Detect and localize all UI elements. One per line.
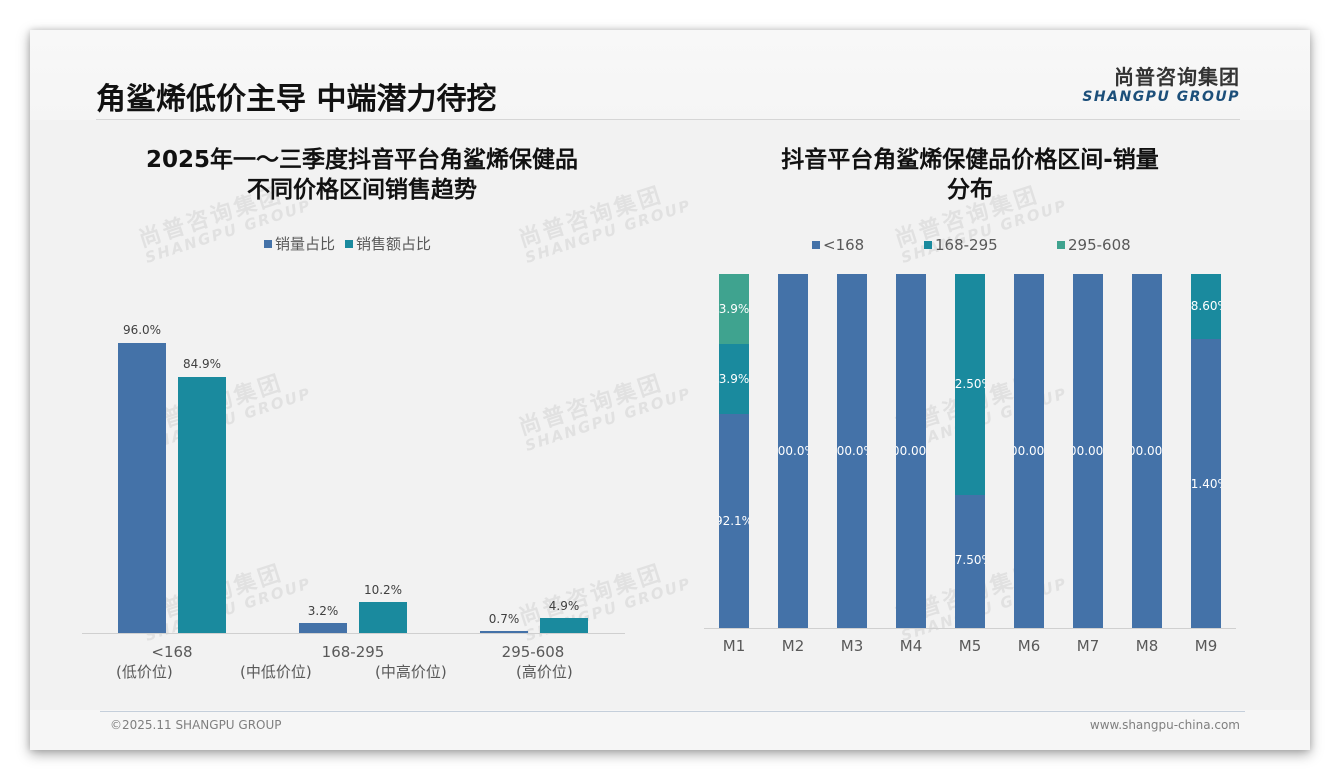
x-axis-line bbox=[82, 633, 625, 634]
footer bbox=[30, 710, 1310, 750]
slide: 尚普咨询集团 SHANGPU GROUP 尚普咨询集团 SHANGPU GROUP … bbox=[30, 30, 1310, 750]
category-sub-label: (高价位) bbox=[516, 663, 573, 681]
segment-lt168: 81.40% bbox=[1191, 339, 1221, 628]
bar-sales-295-608 bbox=[540, 618, 588, 633]
page-title: 角鲨烯低价主导 中端潜力待挖 bbox=[96, 82, 497, 117]
bar-value-label: 0.7% bbox=[488, 612, 520, 626]
legend-item-sales-share: 销售额占比 bbox=[345, 233, 431, 254]
stacked-bar-m9: 18.60% 81.40% bbox=[1191, 274, 1221, 628]
stacked-bar-m1: 3.9% 3.9% 92.1% bbox=[719, 274, 749, 628]
month-label: M2 bbox=[781, 637, 805, 655]
month-label: M5 bbox=[958, 637, 982, 655]
bar-value-label: 84.9% bbox=[182, 357, 222, 371]
bar-sales-168-295 bbox=[359, 602, 407, 633]
category-label: 168-295 bbox=[321, 643, 385, 661]
company-logo: 尚普咨询集团 SHANGPU GROUP bbox=[1070, 61, 1240, 105]
legend-swatch-icon bbox=[924, 241, 932, 249]
legend-swatch-icon bbox=[1057, 241, 1065, 249]
stacked-bar-m8: 100.00% bbox=[1132, 274, 1162, 628]
segment-168-295: 3.9% bbox=[719, 344, 749, 414]
footer-copyright: ©2025.11 SHANGPU GROUP bbox=[110, 718, 282, 732]
right-chart-title: 抖音平台角鲨烯保健品价格区间-销量 分布 bbox=[781, 147, 1159, 203]
segment-168-295: 18.60% bbox=[1191, 274, 1221, 339]
segment-lt168: 100.00% bbox=[1073, 274, 1103, 628]
segment-lt168: 37.50% bbox=[955, 495, 985, 628]
footer-divider bbox=[100, 711, 1245, 712]
left-chart-legend: 销量占比 销售额占比 bbox=[264, 233, 431, 254]
category-label: <168 bbox=[151, 643, 193, 661]
legend-item-295-608: 295-608 bbox=[1057, 236, 1131, 254]
logo-cn-text: 尚普咨询集团 bbox=[1114, 65, 1240, 89]
logo-en-text: SHANGPU GROUP bbox=[1082, 89, 1240, 105]
category-sub-label: (低价位) bbox=[116, 663, 173, 681]
bar-value-label: 10.2% bbox=[363, 583, 403, 597]
right-chart-legend: <168 168-295 295-608 bbox=[812, 236, 1131, 254]
legend-swatch-icon bbox=[812, 241, 820, 249]
month-label: M3 bbox=[840, 637, 864, 655]
bar-sales-lt168 bbox=[178, 377, 226, 633]
stacked-bar-m2: 100.0% bbox=[778, 274, 808, 628]
segment-lt168: 100.0% bbox=[837, 274, 867, 628]
month-label: M9 bbox=[1194, 637, 1218, 655]
segment-168-295: 62.50% bbox=[955, 274, 985, 495]
category-sub-label: (中低价位) bbox=[240, 663, 312, 681]
bar-value-label: 3.2% bbox=[307, 604, 339, 618]
bar-value-label: 4.9% bbox=[548, 599, 580, 613]
legend-item-168-295: 168-295 bbox=[924, 236, 1057, 254]
x-axis-line bbox=[704, 628, 1236, 629]
month-label: M8 bbox=[1135, 637, 1159, 655]
legend-swatch-icon bbox=[345, 239, 354, 248]
bar-volume-295-608 bbox=[480, 631, 528, 633]
segment-lt168: 100.0% bbox=[778, 274, 808, 628]
left-chart-title: 2025年一～三季度抖音平台角鲨烯保健品 不同价格区间销售趋势 bbox=[145, 147, 578, 203]
month-label: M1 bbox=[722, 637, 746, 655]
bar-volume-lt168 bbox=[118, 343, 166, 633]
segment-lt168: 100.00% bbox=[1014, 274, 1044, 628]
month-label: M6 bbox=[1017, 637, 1041, 655]
stacked-bar-m4: 100.00% bbox=[896, 274, 926, 628]
legend-swatch-icon bbox=[264, 239, 272, 248]
month-label: M7 bbox=[1076, 637, 1100, 655]
stacked-bar-m6: 100.00% bbox=[1014, 274, 1044, 628]
legend-item-lt168: <168 bbox=[812, 236, 924, 254]
stacked-bar-m3: 100.0% bbox=[837, 274, 867, 628]
stacked-bar-m7: 100.00% bbox=[1073, 274, 1103, 628]
slide-header bbox=[30, 30, 1310, 120]
segment-lt168: 92.1% bbox=[719, 414, 749, 628]
bar-value-label: 96.0% bbox=[122, 323, 162, 337]
category-label: 295-608 bbox=[501, 643, 565, 661]
segment-295-608: 3.9% bbox=[719, 274, 749, 344]
segment-lt168: 100.00% bbox=[1132, 274, 1162, 628]
category-sub-label: (中高价位) bbox=[375, 663, 447, 681]
month-label: M4 bbox=[899, 637, 923, 655]
bar-volume-168-295 bbox=[299, 623, 347, 633]
footer-website-link[interactable]: www.shangpu-china.com bbox=[1089, 718, 1240, 732]
legend-item-volume-share: 销量占比 bbox=[264, 233, 335, 254]
segment-lt168: 100.00% bbox=[896, 274, 926, 628]
stacked-bar-m5: 62.50% 37.50% bbox=[955, 274, 985, 628]
header-divider bbox=[96, 119, 1240, 120]
